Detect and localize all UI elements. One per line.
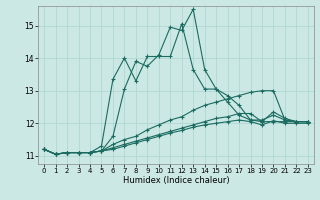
X-axis label: Humidex (Indice chaleur): Humidex (Indice chaleur)	[123, 176, 229, 185]
